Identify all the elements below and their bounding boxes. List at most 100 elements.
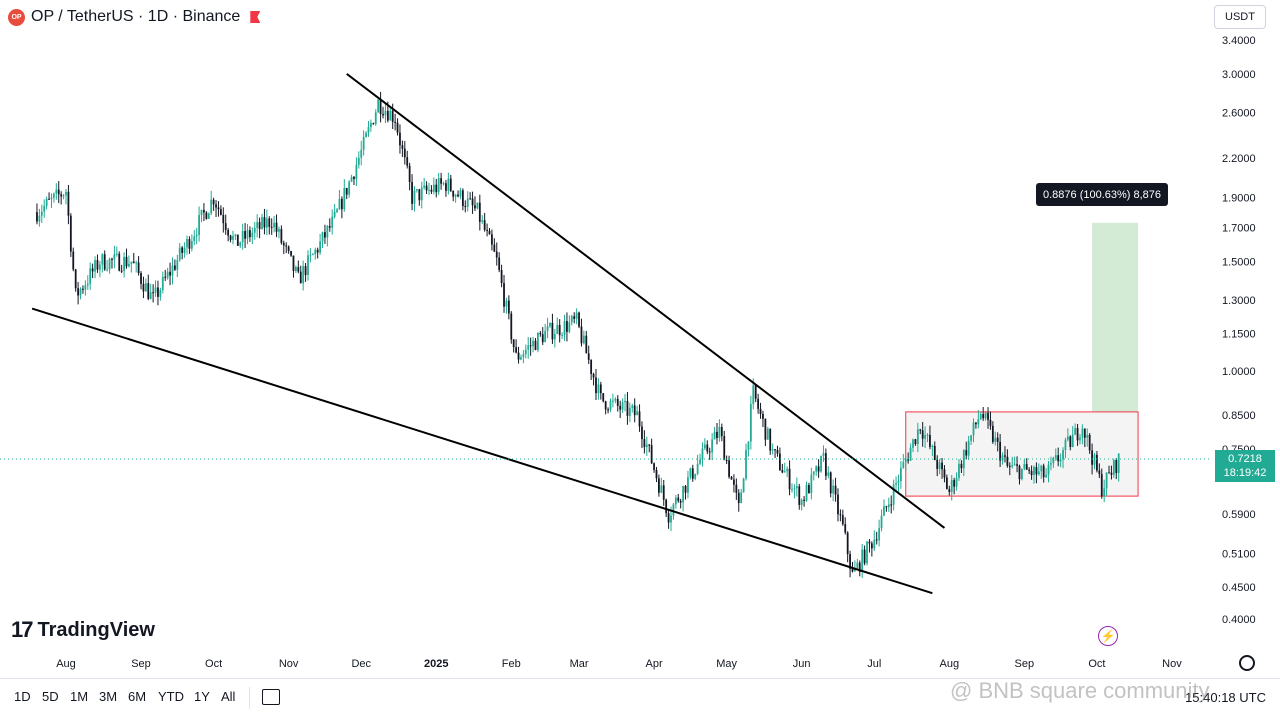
y-axis-tick: 1.5000	[1222, 256, 1256, 268]
candle	[379, 91, 382, 123]
range-button-1y[interactable]: 1Y	[194, 689, 210, 704]
target-zone[interactable]	[1092, 222, 1139, 412]
candle	[401, 140, 404, 157]
settings-icon[interactable]	[1239, 655, 1255, 671]
candle	[399, 124, 401, 154]
candle	[612, 393, 614, 408]
candle	[227, 227, 230, 242]
symbol-title[interactable]: OP / TetherUS · 1D · Binance	[31, 8, 241, 25]
candle	[774, 448, 776, 458]
y-axis-tick: 2.2000	[1222, 153, 1256, 165]
range-box[interactable]	[905, 411, 1139, 497]
candle	[650, 438, 653, 465]
x-axis-tick: Nov	[1162, 658, 1182, 670]
candle	[43, 199, 46, 218]
candle	[423, 177, 426, 190]
candle	[188, 236, 191, 254]
candle	[878, 519, 881, 547]
candle	[331, 209, 334, 235]
range-button-ytd[interactable]: YTD	[158, 689, 184, 704]
candle	[413, 186, 416, 212]
candle	[737, 489, 740, 512]
candle	[582, 330, 585, 345]
x-axis-tick: Dec	[351, 658, 371, 670]
currency-button[interactable]: USDT	[1214, 5, 1266, 29]
candle	[38, 208, 41, 227]
range-button-6m[interactable]: 6M	[128, 689, 147, 704]
candle	[299, 265, 302, 284]
utc-clock[interactable]: 15:40:18 UTC	[1185, 690, 1266, 705]
candle	[590, 359, 593, 381]
upper-trendline[interactable]	[346, 73, 946, 529]
candle	[113, 245, 116, 269]
price-chart[interactable]: 3.4000 3.0000 2.6000 2.2000 1.9000 1.7000 1.50…	[0, 0, 1280, 678]
candle	[696, 454, 699, 476]
candle	[263, 208, 266, 235]
watermark-text: @ BNB square community	[950, 678, 1210, 703]
candle	[1018, 464, 1021, 485]
candle	[919, 428, 922, 435]
candle	[229, 234, 232, 243]
candle	[244, 223, 246, 248]
candle	[795, 477, 798, 497]
op-logo-icon: OP	[8, 8, 25, 26]
candle	[754, 384, 757, 403]
last-price-tag: 0.7218 18:19:42	[1215, 450, 1275, 482]
last-price-value: 0.7218	[1228, 453, 1262, 465]
candle	[469, 192, 472, 200]
tradingview-logo[interactable]: 17 TradingView	[11, 617, 155, 643]
range-button-3m[interactable]: 3M	[99, 689, 118, 704]
candle	[667, 510, 670, 529]
candle	[534, 338, 537, 351]
candle	[246, 223, 249, 245]
candle	[1047, 460, 1050, 483]
candle	[728, 455, 730, 479]
calendar-icon[interactable]	[262, 689, 280, 705]
range-button-1m[interactable]: 1M	[70, 689, 89, 704]
lightning-icon[interactable]: ⚡	[1098, 626, 1118, 646]
candle	[655, 466, 658, 483]
candle	[69, 213, 72, 257]
range-button-1d[interactable]: 1D	[14, 689, 31, 704]
candle	[130, 261, 133, 273]
flag-icon[interactable]	[250, 11, 261, 23]
candle	[236, 234, 239, 246]
candle	[883, 499, 885, 516]
candle	[602, 393, 605, 403]
candle	[916, 422, 919, 453]
candle	[476, 202, 479, 210]
candle	[800, 498, 803, 511]
candle	[396, 118, 399, 136]
candle	[638, 404, 641, 432]
x-axis-tick: Sep	[131, 658, 151, 670]
candle	[822, 445, 825, 462]
candle	[82, 285, 84, 294]
range-button-all[interactable]: All	[221, 689, 236, 704]
candle	[1013, 456, 1016, 466]
candle	[430, 185, 433, 195]
candle	[962, 449, 965, 477]
candle	[912, 438, 914, 453]
candle	[868, 539, 871, 553]
candle	[328, 218, 331, 232]
range-button-5d[interactable]: 5D	[42, 689, 59, 704]
candle	[471, 191, 474, 214]
candle	[619, 400, 622, 419]
candle	[1052, 456, 1055, 468]
candle	[232, 230, 234, 245]
candle	[904, 455, 907, 472]
candle	[326, 225, 329, 247]
candle	[164, 269, 167, 281]
candle	[125, 248, 128, 269]
candle	[268, 216, 271, 235]
lower-trendline[interactable]	[31, 307, 933, 595]
candle	[1037, 463, 1040, 476]
candle	[749, 395, 752, 450]
candle	[1096, 451, 1098, 473]
candle	[389, 106, 392, 121]
candle	[53, 192, 55, 203]
candle	[210, 190, 213, 216]
candle	[532, 336, 534, 353]
candle	[1110, 465, 1113, 480]
